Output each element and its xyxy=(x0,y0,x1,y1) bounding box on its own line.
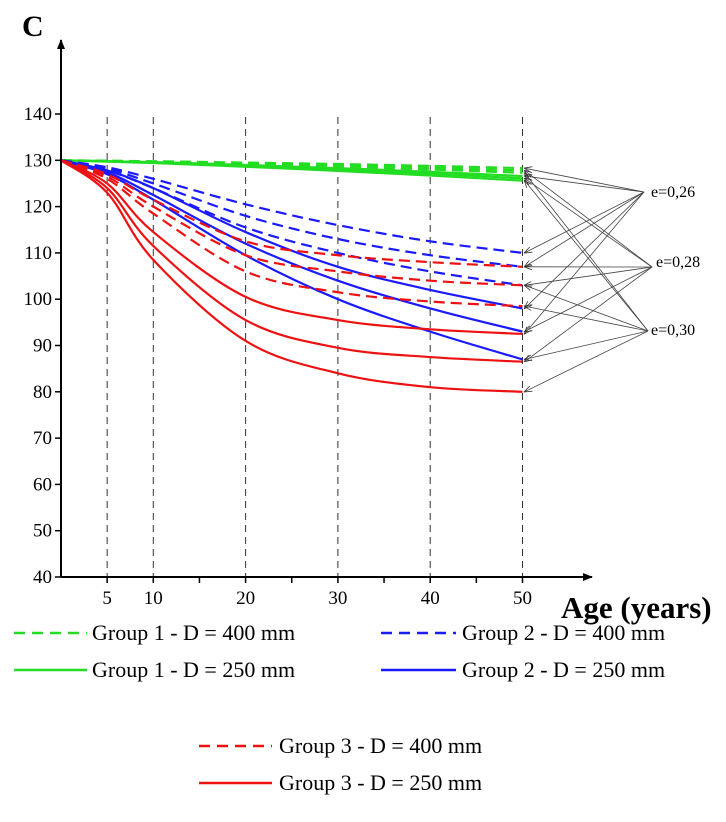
y-tick-label-130: 130 xyxy=(24,150,53,171)
legend-label-2: Group 1 - D = 250 mm xyxy=(92,657,295,682)
annotation-arrow-0-6 xyxy=(525,191,645,253)
reference-lines xyxy=(106,117,523,577)
series-line-group3-solid-17 xyxy=(60,159,523,393)
y-tick-label-100: 100 xyxy=(24,289,53,310)
annotation-arrow-1-10 xyxy=(525,266,653,332)
annotation-arrow-2-5 xyxy=(525,181,649,332)
y-tick-label-40: 40 xyxy=(33,567,52,588)
x-tick-label-40: 40 xyxy=(421,588,440,609)
legend-label-3: Group 2 - D = 250 mm xyxy=(462,657,665,682)
y-tick-label-110: 110 xyxy=(24,243,52,264)
legend-label-4: Group 3 - D = 400 mm xyxy=(279,733,482,758)
y-axis-title: C xyxy=(22,10,44,43)
annotation-arrow-0-0 xyxy=(525,168,645,193)
annotation-label-1: e=0,28 xyxy=(656,254,700,271)
series-line-group1-solid-5 xyxy=(60,159,523,182)
legend-label-5: Group 3 - D = 250 mm xyxy=(279,770,482,795)
y-tick-label-70: 70 xyxy=(33,428,52,449)
y-tick-label-90: 90 xyxy=(33,336,52,357)
annotation-arrow-2-2 xyxy=(525,173,649,332)
x-tick-label-5: 5 xyxy=(102,588,112,609)
series-layer xyxy=(60,159,523,393)
y-tick-label-140: 140 xyxy=(24,104,53,125)
y-tick-label-50: 50 xyxy=(33,521,52,542)
annotation-label-2: e=0,30 xyxy=(651,322,695,339)
x-tick-label-50: 50 xyxy=(513,588,532,609)
y-tick-label-120: 120 xyxy=(24,197,53,218)
x-tick-label-20: 20 xyxy=(236,588,255,609)
annotation-arrow-1-1 xyxy=(525,170,653,268)
series-line-group3-dashed-13 xyxy=(60,159,523,287)
series-line-group2-solid-9 xyxy=(60,159,523,310)
annotation-arrow-1-16 xyxy=(525,266,653,362)
annotation-arrow-0-9 xyxy=(525,191,645,308)
annotation-arrow-0-12 xyxy=(525,191,645,267)
series-line-group3-dashed-14 xyxy=(60,159,523,308)
annotation-arrow-0-3 xyxy=(525,176,645,193)
x-tick-label-30: 30 xyxy=(328,588,347,609)
series-line-group3-solid-16 xyxy=(60,159,523,363)
axes xyxy=(57,39,593,581)
series-line-group3-dashed-12 xyxy=(60,159,523,268)
annotation-arrow-2-14 xyxy=(525,306,649,332)
annotation-arrow-2-17 xyxy=(525,330,649,392)
ticks: 40 50 60 70 80 90 100 110 120 130 140 5 10 20 30 40 50 xyxy=(24,104,533,609)
annotation-arrow-2-8 xyxy=(525,285,649,332)
legend-label-1: Group 2 - D = 400 mm xyxy=(462,620,665,645)
x-axis-title: Age (years) xyxy=(561,590,712,625)
series-line-group2-dashed-7 xyxy=(60,159,523,268)
y-tick-label-80: 80 xyxy=(33,382,52,403)
legend-label-0: Group 1 - D = 400 mm xyxy=(92,620,295,645)
annotation-arrow-2-11 xyxy=(525,330,649,359)
series-line-group3-solid-15 xyxy=(60,159,523,336)
annotation-arrow-1-13 xyxy=(525,266,653,285)
annotation-label-0: e=0,26 xyxy=(651,184,695,201)
annotations: e=0,26 e=0,28 e=0,30 xyxy=(525,168,700,392)
y-tick-label-60: 60 xyxy=(33,474,52,495)
annotation-arrow-0-15 xyxy=(525,191,645,334)
annotation-arrow-1-4 xyxy=(525,178,653,268)
series-line-group2-solid-10 xyxy=(60,159,523,333)
legend: Group 1 - D = 400 mm Group 2 - D = 400 mm… xyxy=(14,620,665,795)
series-line-group2-dashed-6 xyxy=(60,159,523,254)
x-tick-label-10: 10 xyxy=(144,588,163,609)
series-line-group2-solid-11 xyxy=(60,159,523,361)
